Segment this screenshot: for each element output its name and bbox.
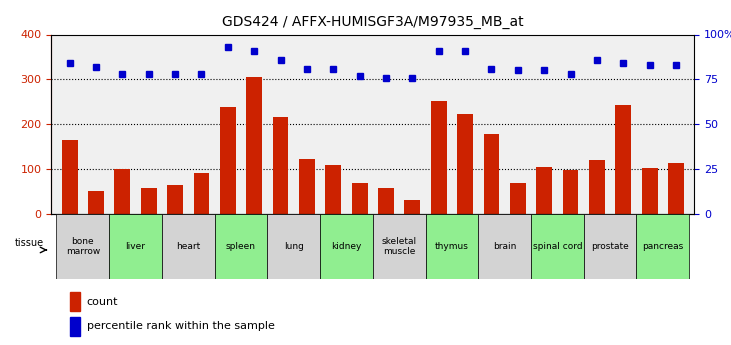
FancyBboxPatch shape — [56, 214, 109, 279]
Bar — [167, 185, 183, 214]
FancyBboxPatch shape — [109, 214, 162, 279]
Bar — [352, 183, 368, 214]
Bar — [563, 170, 578, 214]
Text: pancreas: pancreas — [643, 242, 683, 251]
Bar — [642, 168, 658, 214]
Bar — [273, 117, 289, 214]
Bar — [141, 188, 156, 214]
FancyBboxPatch shape — [162, 214, 215, 279]
Text: liver: liver — [126, 242, 145, 251]
Text: skeletal
muscle: skeletal muscle — [382, 237, 417, 256]
Text: lung: lung — [284, 242, 303, 251]
FancyBboxPatch shape — [584, 214, 637, 279]
Bar — [70, 317, 80, 336]
Bar — [299, 159, 315, 214]
Bar — [483, 134, 499, 214]
Text: heart: heart — [176, 242, 200, 251]
Text: tissue: tissue — [15, 238, 44, 248]
Text: brain: brain — [493, 242, 516, 251]
FancyBboxPatch shape — [215, 214, 268, 279]
Bar — [668, 163, 684, 214]
FancyBboxPatch shape — [425, 214, 478, 279]
Bar — [220, 107, 235, 214]
Bar — [378, 188, 394, 214]
Bar — [537, 167, 552, 214]
FancyBboxPatch shape — [531, 214, 584, 279]
Bar — [589, 160, 605, 214]
FancyBboxPatch shape — [320, 214, 373, 279]
Text: kidney: kidney — [331, 242, 362, 251]
Text: spleen: spleen — [226, 242, 256, 251]
Bar — [325, 166, 341, 214]
Bar — [510, 184, 526, 214]
FancyBboxPatch shape — [268, 214, 320, 279]
Text: thymus: thymus — [435, 242, 469, 251]
Text: prostate: prostate — [591, 242, 629, 251]
FancyBboxPatch shape — [373, 214, 425, 279]
Text: spinal cord: spinal cord — [533, 242, 582, 251]
Bar — [431, 101, 447, 214]
Text: count: count — [86, 297, 118, 306]
Title: GDS424 / AFFX-HUMISGF3A/M97935_MB_at: GDS424 / AFFX-HUMISGF3A/M97935_MB_at — [222, 15, 523, 29]
FancyBboxPatch shape — [637, 214, 689, 279]
Text: percentile rank within the sample: percentile rank within the sample — [86, 322, 274, 331]
Bar — [115, 169, 130, 214]
Bar — [194, 172, 209, 214]
Text: bone
marrow: bone marrow — [66, 237, 100, 256]
Bar — [88, 191, 104, 214]
Bar — [246, 77, 262, 214]
FancyBboxPatch shape — [478, 214, 531, 279]
Bar — [70, 292, 80, 311]
Bar — [457, 114, 473, 214]
Bar — [61, 140, 77, 214]
Bar — [616, 105, 631, 214]
Bar — [404, 200, 420, 214]
